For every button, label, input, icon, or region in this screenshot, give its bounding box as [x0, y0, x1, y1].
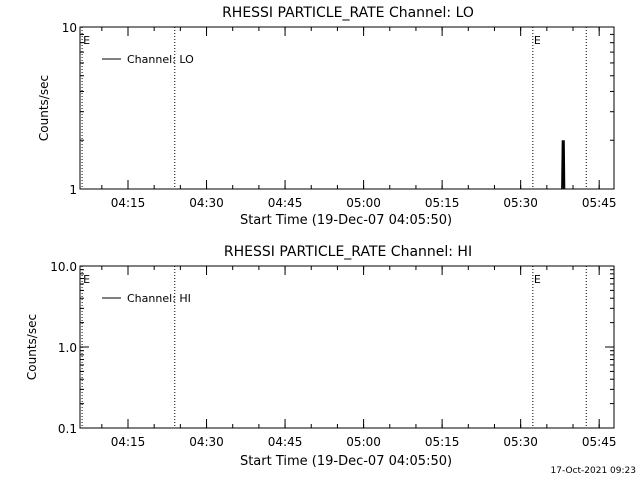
x-tick-label: 05:00	[346, 435, 381, 449]
series-line	[561, 140, 566, 190]
x-tick-label: 04:15	[111, 196, 146, 210]
y-tick-label: 1.0	[58, 341, 77, 355]
panel-lo-x-ticks: 04:15 04:30 04:45 05:00 05:15 05:30 05:45	[101, 27, 617, 210]
x-tick-label: 04:45	[268, 196, 303, 210]
x-tick-label: 04:15	[111, 435, 146, 449]
panel-lo-plot-frame	[79, 26, 615, 190]
panel-lo-x-axis-label: Start Time (19-Dec-07 04:05:50)	[240, 213, 452, 228]
panel-lo-y-axis-label: Counts/sec	[37, 75, 51, 141]
panel-hi-y-axis-label: Counts/sec	[25, 314, 39, 380]
panel-hi-plot-frame	[79, 265, 615, 429]
event-marker-label: E	[83, 273, 90, 286]
x-tick-label: 04:45	[268, 435, 303, 449]
x-tick-label: 05:00	[346, 196, 381, 210]
panel-hi-legend: Channel: HI	[102, 292, 191, 305]
y-tick-label: 10.0	[50, 260, 77, 274]
event-marker-label: E	[83, 34, 90, 47]
panel-lo-legend: Channel: LO	[102, 53, 194, 66]
panel-lo-series	[561, 140, 566, 190]
panel-hi-title: RHESSI PARTICLE_RATE Channel: HI	[224, 244, 472, 260]
x-tick-label: 04:30	[189, 196, 224, 210]
panel-lo-title: RHESSI PARTICLE_RATE Channel: LO	[222, 5, 474, 21]
panel-hi-legend-label: Channel: HI	[127, 292, 191, 305]
event-marker-label: E	[534, 273, 541, 286]
panel-hi-x-ticks: 04:15 04:30 04:45 05:00 05:15 05:30 05:45	[101, 266, 617, 449]
x-tick-label: 05:45	[582, 435, 617, 449]
panel-hi-y-ticks: 0.1 1.0 10.0	[50, 260, 614, 436]
x-tick-label: 04:30	[189, 435, 224, 449]
event-marker-label: E	[534, 34, 541, 47]
panel-hi-x-axis-label: Start Time (19-Dec-07 04:05:50)	[240, 454, 452, 469]
x-tick-label: 05:30	[503, 196, 538, 210]
x-tick-label: 05:15	[425, 435, 460, 449]
panel-lo-legend-label: Channel: LO	[127, 53, 194, 66]
panel-lo-y-ticks: 1 10	[62, 21, 614, 197]
footer-timestamp: 17-Oct-2021 09:23	[551, 466, 636, 476]
x-tick-label: 05:15	[425, 196, 460, 210]
x-tick-label: 05:30	[503, 435, 538, 449]
y-tick-label: 0.1	[58, 422, 77, 436]
y-tick-label: 1	[69, 183, 77, 197]
y-tick-label: 10	[62, 21, 77, 35]
x-tick-label: 05:45	[582, 196, 617, 210]
